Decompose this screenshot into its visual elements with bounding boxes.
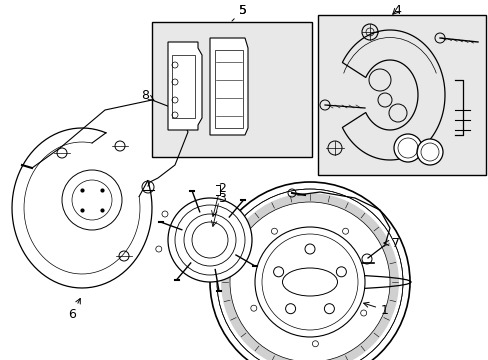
- Circle shape: [416, 139, 442, 165]
- Text: 5: 5: [239, 4, 246, 17]
- Polygon shape: [209, 38, 247, 135]
- Text: 2: 2: [218, 181, 225, 194]
- Text: 3: 3: [218, 192, 225, 204]
- Bar: [152, 22, 311, 157]
- Ellipse shape: [221, 193, 398, 360]
- Text: 7: 7: [383, 237, 399, 249]
- Text: 8: 8: [141, 89, 154, 102]
- Polygon shape: [168, 42, 202, 130]
- Text: 1: 1: [363, 302, 388, 316]
- Text: 6: 6: [68, 298, 80, 321]
- Circle shape: [168, 198, 251, 282]
- Text: 5: 5: [231, 4, 246, 21]
- Ellipse shape: [229, 202, 389, 360]
- Circle shape: [254, 227, 364, 337]
- Circle shape: [393, 134, 421, 162]
- Text: 4: 4: [392, 4, 400, 17]
- Bar: [317, 15, 485, 175]
